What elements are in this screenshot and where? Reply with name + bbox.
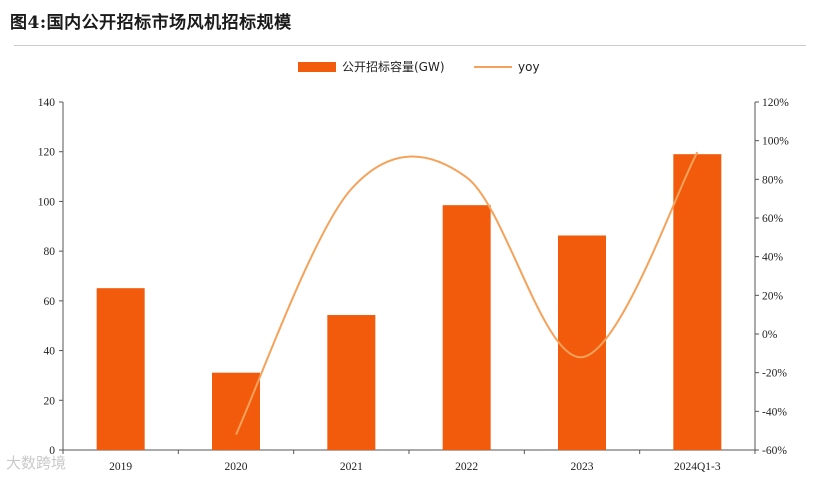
x-tick-label: 2019 — [109, 461, 132, 473]
left-tick-label: 80 — [44, 246, 56, 258]
left-tick-label: 0 — [49, 445, 55, 457]
x-tick-label: 2021 — [340, 461, 363, 473]
left-tick-label: 60 — [44, 296, 56, 308]
right-tick-label: -40% — [762, 406, 787, 418]
right-tick-label: 0% — [762, 329, 778, 341]
title-divider — [14, 45, 806, 46]
legend-line-label: yoy — [518, 60, 540, 74]
right-tick-label: -20% — [762, 368, 787, 380]
left-tick-label: 20 — [44, 395, 56, 407]
right-tick-label: 100% — [762, 136, 789, 148]
bar — [327, 315, 376, 450]
right-tick-label: 120% — [762, 97, 789, 109]
right-tick-label: 40% — [762, 252, 784, 264]
legend-bar-label: 公开招标容量(GW) — [342, 59, 445, 74]
legend-bar-swatch — [298, 62, 336, 72]
bar — [673, 154, 722, 450]
left-tick-label: 140 — [38, 97, 56, 109]
x-tick-label: 2020 — [225, 461, 248, 473]
chart-title: 图4:国内公开招标市场风机招标规模 — [10, 13, 292, 33]
x-tick-label: 2022 — [455, 461, 478, 473]
bar — [442, 205, 491, 450]
right-tick-label: 80% — [762, 174, 784, 186]
x-tick-label: 2024Q1-3 — [674, 461, 721, 473]
right-tick-label: 60% — [762, 213, 784, 225]
yoy-line — [235, 151, 699, 435]
bar — [212, 372, 260, 450]
watermark: 大数跨境 — [6, 454, 67, 472]
left-tick-label: 40 — [44, 346, 56, 358]
right-tick-label: 20% — [762, 290, 784, 302]
bar — [558, 235, 606, 450]
x-tick-label: 2023 — [571, 461, 594, 473]
bar — [96, 288, 145, 450]
left-tick-label: 120 — [38, 147, 56, 159]
left-tick-label: 100 — [38, 196, 56, 208]
right-tick-label: -60% — [762, 445, 787, 457]
